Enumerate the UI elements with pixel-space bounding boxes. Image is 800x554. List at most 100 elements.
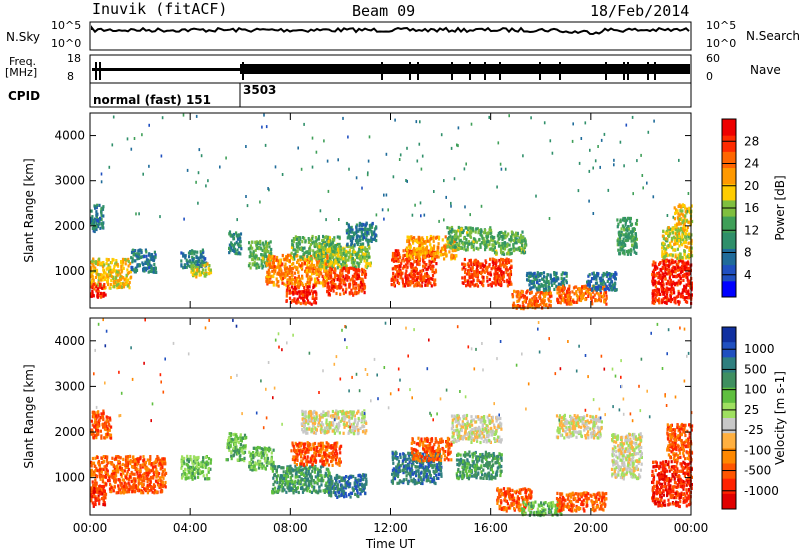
scatter-cell (338, 265, 342, 269)
scatter-cell (315, 256, 318, 260)
scatter-cell (673, 300, 676, 304)
scatter-cell (298, 255, 302, 259)
noise-cell (111, 143, 114, 147)
scatter-cell (354, 253, 357, 257)
scatter-cell (275, 277, 278, 281)
scatter-cell (406, 261, 409, 265)
scatter-cell (671, 237, 674, 241)
scatter-cell (110, 274, 113, 279)
scatter-cell (364, 248, 367, 252)
scatter-cell (312, 263, 316, 268)
scatter-cell (495, 281, 498, 285)
scatter-cell (361, 277, 364, 281)
scatter-cell (523, 239, 526, 243)
scatter-cell (126, 490, 129, 494)
scatter-cell (587, 287, 590, 291)
scatter-cell (303, 251, 306, 255)
scatter-cell (453, 257, 457, 261)
scatter-cell (687, 280, 690, 284)
scatter-cell (652, 292, 655, 296)
noise-cell (197, 201, 199, 205)
scatter-cell (470, 261, 473, 265)
scatter-cell (330, 242, 333, 246)
scatter-cell (115, 276, 118, 280)
scatter-cell (361, 237, 364, 241)
scatter-cell (588, 291, 591, 295)
scatter-cell (290, 245, 294, 250)
scatter-cell (338, 279, 341, 283)
scatter-cell (375, 225, 378, 229)
scatter-cell (511, 233, 514, 237)
scatter-cell (670, 286, 673, 290)
scatter-cell (686, 228, 689, 233)
scatter-cell (651, 273, 654, 277)
scatter-cell (503, 233, 507, 237)
scatter-cell (663, 246, 666, 251)
scatter-cell (624, 223, 627, 227)
scatter-cell (100, 218, 103, 222)
scatter-cell (94, 260, 98, 264)
scatter-cell (239, 240, 242, 244)
scatter-cell (534, 299, 537, 304)
scatter-cell (429, 243, 432, 247)
scatter-cell (262, 264, 265, 268)
scatter-cell (288, 276, 291, 280)
scatter-cell (143, 479, 146, 483)
scatter-cell (676, 223, 679, 227)
scatter-cell (447, 231, 451, 235)
scatter-cell (478, 270, 481, 275)
scatter-cell (661, 292, 665, 296)
scatter-cell (590, 299, 593, 303)
noise-cell (496, 185, 498, 189)
scatter-cell (291, 299, 294, 303)
scatter-cell (340, 263, 343, 267)
scatter-cell (100, 214, 103, 218)
scatter-cell (283, 264, 286, 268)
scatter-cell (337, 243, 340, 247)
scatter-cell (400, 261, 403, 265)
scatter-cell (488, 228, 491, 232)
scatter-cell (193, 261, 196, 266)
noise-cell (355, 176, 358, 180)
scatter-cell (668, 271, 671, 275)
scatter-cell (622, 241, 626, 245)
scatter-cell (420, 240, 423, 244)
scatter-cell (317, 249, 320, 253)
scatter-cell (504, 236, 507, 240)
scatter-cell (98, 257, 101, 261)
scatter-cell (677, 268, 680, 272)
scatter-cell (536, 271, 539, 275)
scatter-cell (663, 292, 666, 296)
scatter-cell (149, 254, 152, 258)
scatter-cell (344, 276, 347, 280)
scatter-cell (195, 255, 198, 260)
scatter-cell (439, 253, 442, 257)
scatter-cell (663, 249, 667, 253)
scatter-cell (516, 305, 519, 309)
scatter-cell (524, 240, 527, 244)
scatter-cell (675, 281, 678, 285)
scatter-cell (531, 279, 534, 283)
scatter-cell (276, 255, 279, 260)
scatter-cell (444, 249, 447, 253)
scatter-cell (411, 236, 414, 240)
scatter-cell (424, 274, 427, 278)
scatter-cell (102, 205, 105, 209)
scatter-cell (664, 288, 668, 292)
scatter-cell (498, 280, 502, 284)
scatter-cell (690, 204, 693, 208)
noise-cell (577, 189, 580, 193)
noise-cell (687, 192, 690, 195)
scatter-cell (322, 238, 325, 242)
scatter-cell (207, 267, 210, 271)
scatter-cell (137, 255, 140, 259)
noise-cell (530, 116, 532, 120)
scatter-cell (672, 274, 675, 279)
scatter-cell (437, 245, 440, 249)
scatter-cell (494, 283, 497, 287)
scatter-cell (93, 227, 96, 231)
noise-cell (405, 179, 407, 182)
scatter-cell (685, 245, 689, 249)
scatter-cell (395, 259, 398, 263)
scatter-cell (284, 262, 287, 266)
